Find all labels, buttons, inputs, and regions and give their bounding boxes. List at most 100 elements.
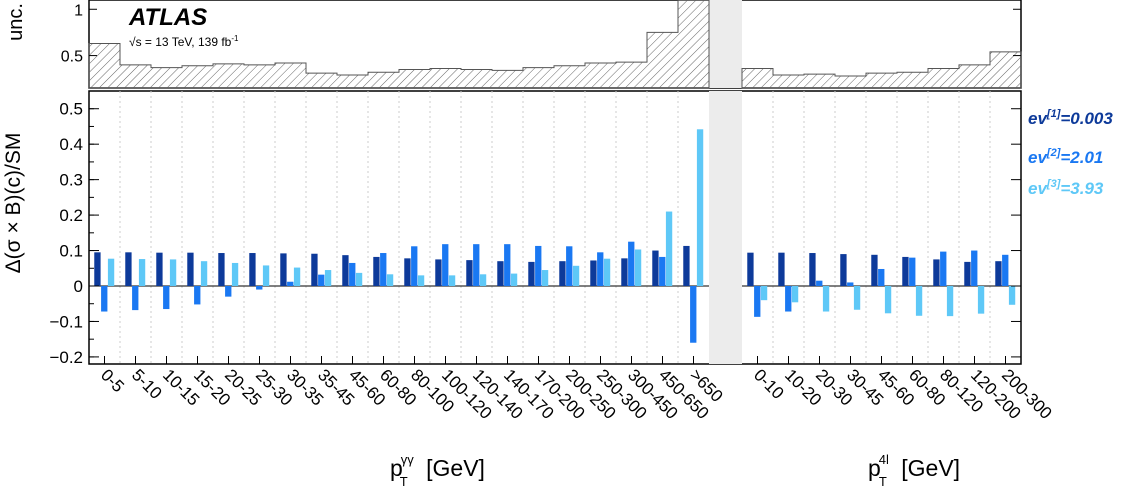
bar [665,211,673,286]
bar [572,265,580,286]
unc-y-axis: 0.51 [61,2,1021,66]
bar [349,262,356,286]
x-axis-label-right: p4l T [GeV] [868,452,960,489]
energy-label: √s = 13 TeV, 139 fb-1 [129,34,239,49]
bar [194,286,201,305]
bar [816,280,823,286]
y-tick-label: −0.2 [49,348,83,367]
bar [946,286,954,317]
x-tick-label: 5-10 [128,365,165,402]
bar [373,256,380,286]
bar [778,252,785,286]
unc-y-tick-label: 0.5 [61,49,83,66]
bar [169,259,177,286]
bar [318,274,325,286]
bar [971,250,978,286]
bar [504,244,511,286]
bar [628,241,635,286]
unc-y-axis-label: unc. [5,3,27,41]
bar [293,267,301,286]
bar [871,254,878,286]
main-panel: −0.2 −0.1 0 0.1 0.2 0.3 0.4 0.5 0-5 5-1010-1515-… [2,90,1113,489]
bar [559,261,566,286]
bar [435,259,442,286]
bar [809,253,816,286]
unc-gap-shade [709,0,742,88]
energy-label-sup: -1 [231,34,239,43]
bar [311,253,318,286]
bar [225,286,232,297]
bar [200,261,208,286]
bar [417,275,425,286]
x-grid [119,91,991,364]
main-panel-frame [88,90,1022,365]
y-tick-label: 0.4 [59,135,83,154]
unc-y-tick-label: 1 [74,2,83,19]
bar [510,273,518,286]
bar [411,246,418,286]
x-tick-label: 0-10 [750,365,787,402]
atlas-label: ATLAS [128,4,207,31]
bar [590,260,597,286]
y-tick-label: 0.5 [59,100,83,119]
bar [964,261,971,286]
bar [915,286,923,316]
bar [287,281,294,286]
bar [785,286,792,312]
x-axis-label-left: pγγ T [GeV] [390,452,485,489]
bar [853,286,861,310]
bar [535,245,542,286]
bar [597,252,604,286]
bar [466,260,473,286]
y-tick-label: 0.1 [59,242,83,261]
bar [125,252,132,286]
main-gap-shade [709,91,742,364]
bar [101,286,108,312]
y-tick-label: 0.2 [59,206,83,225]
bar [187,252,194,286]
bar [342,255,349,286]
main-y-axis: −0.2 −0.1 0 0.1 0.2 0.3 0.4 0.5 [49,100,1021,367]
bar [696,129,704,286]
bar [497,261,504,286]
y-tick-label: 0.3 [59,171,83,190]
bar [138,259,146,286]
bar [933,259,940,286]
main-y-axis-label: Δ(σ × B)(c)/SM [2,133,25,274]
y-tick-label: 0 [74,277,83,296]
bar [847,282,854,286]
bar [884,286,892,314]
bar [747,252,754,286]
bar [1002,254,1009,286]
bar [652,250,659,286]
x-tick-label: 0-5 [97,365,128,396]
bar [448,275,456,286]
bar [249,253,256,286]
unc-panel: 0.51 unc. ATLAS √s = 13 TeV, 139 fb-1 [5,0,1022,89]
legend-entry-ev2: ev[2]=2.01 [1028,147,1103,167]
bar [878,268,885,286]
bar [442,244,449,286]
bar [94,252,101,286]
x-axis: 0-5 5-1010-1515-2020-2525-3030-3535-4545-… [97,356,1056,423]
bar [528,261,535,286]
bar [218,253,225,286]
bar [473,244,480,286]
bar [280,253,287,286]
bar [262,265,270,286]
bar [386,274,394,286]
bar [380,253,387,286]
unc-right-step [741,51,1022,89]
bar [603,258,611,286]
bar [541,270,549,286]
bar [479,274,487,286]
bar [1008,286,1016,305]
bar [107,258,115,286]
bar [355,272,363,286]
bar [404,258,411,286]
unc-left-step [88,0,710,89]
bar [132,286,139,311]
bar [791,286,799,303]
bar [940,251,947,286]
